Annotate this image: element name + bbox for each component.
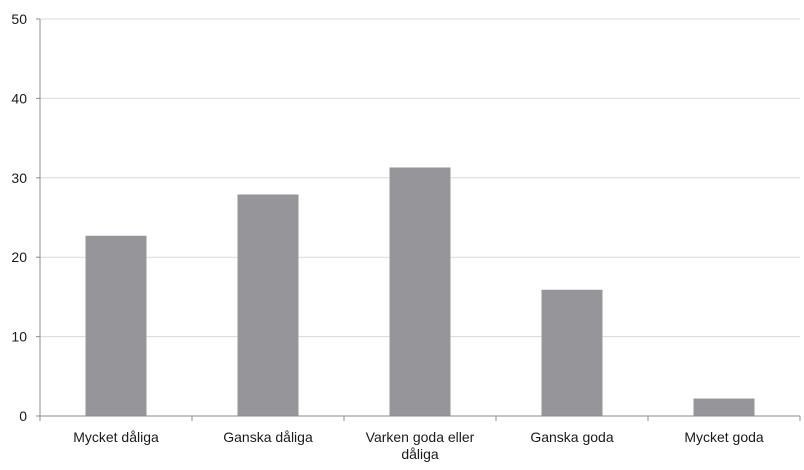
x-tick-label: Varken goda eller dåliga (366, 429, 475, 462)
bar (389, 167, 451, 416)
x-tick-label: Mycket goda (684, 429, 764, 445)
bar (237, 194, 299, 416)
x-tick-label-line: Mycket dåliga (73, 429, 159, 445)
x-tick-label-line: Ganska dåliga (223, 429, 313, 445)
y-tick-label: 40 (11, 90, 27, 106)
y-tick-label: 30 (11, 170, 27, 186)
x-tick-label: Mycket dåliga (73, 429, 159, 445)
x-tick-label: Ganska goda (530, 429, 613, 445)
y-tick-label: 0 (19, 408, 27, 424)
y-tick-label: 10 (11, 329, 27, 345)
x-tick-label-line: Ganska goda (530, 429, 613, 445)
bar (693, 398, 755, 416)
x-tick-labels: Mycket dåliga Ganska dåliga Varken goda el… (73, 429, 764, 462)
bars (85, 167, 755, 416)
bar (85, 235, 147, 416)
y-tick-label: 20 (11, 249, 27, 265)
y-tick-label: 50 (11, 11, 27, 27)
y-tick-labels: 0 10 20 30 40 50 (11, 11, 27, 424)
x-tick-label-line: Varken goda eller (366, 429, 475, 445)
x-tick-label: Ganska dåliga (223, 429, 313, 445)
bar (541, 289, 603, 416)
x-tick-label-line: Mycket goda (684, 429, 764, 445)
x-tick-label-line: dåliga (401, 446, 439, 462)
axes (36, 18, 801, 421)
